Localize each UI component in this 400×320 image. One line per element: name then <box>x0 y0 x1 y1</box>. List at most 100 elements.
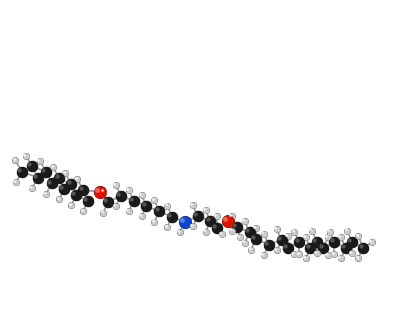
Point <box>53 174 60 179</box>
Point <box>342 245 349 251</box>
Point <box>253 237 259 242</box>
Point <box>201 206 207 212</box>
Point <box>37 158 43 163</box>
Point <box>118 193 124 198</box>
Point <box>12 158 18 163</box>
Point <box>49 181 55 186</box>
Point <box>331 240 338 245</box>
Point <box>73 193 79 198</box>
Point <box>128 196 134 202</box>
Text: alamy - FHYNAP: alamy - FHYNAP <box>155 300 245 311</box>
Point <box>349 239 355 244</box>
Point <box>302 256 309 261</box>
Point <box>336 255 342 260</box>
Point <box>29 164 35 169</box>
Point <box>253 225 259 230</box>
Point <box>274 248 280 253</box>
Point <box>325 252 331 257</box>
Point <box>237 235 243 240</box>
Point <box>162 202 169 207</box>
Point <box>294 250 301 255</box>
Point <box>80 187 86 192</box>
Point <box>12 158 18 163</box>
Point <box>367 239 374 244</box>
Point <box>202 229 209 234</box>
Point <box>156 209 162 214</box>
Point <box>138 193 145 198</box>
Point <box>336 234 342 239</box>
Point <box>242 219 248 224</box>
Point <box>301 255 307 260</box>
Point <box>278 238 285 243</box>
Point <box>27 184 34 189</box>
Point <box>72 175 79 180</box>
Point <box>61 187 67 192</box>
Point <box>126 187 132 192</box>
Point <box>202 208 209 213</box>
Point <box>85 198 91 204</box>
Point <box>274 227 280 232</box>
Point <box>82 196 88 202</box>
Point <box>234 225 240 230</box>
Point <box>138 214 145 219</box>
Point <box>166 212 172 217</box>
Point <box>349 251 355 256</box>
Point <box>151 219 158 224</box>
Point <box>227 212 234 218</box>
Point <box>338 235 344 240</box>
Point <box>40 167 46 172</box>
Point <box>369 240 375 245</box>
Point <box>77 185 84 190</box>
Point <box>23 153 29 158</box>
Point <box>309 228 315 233</box>
Point <box>98 209 105 214</box>
Point <box>94 188 100 193</box>
Point <box>113 182 119 188</box>
Point <box>29 185 35 190</box>
Point <box>201 228 207 233</box>
Point <box>235 234 242 239</box>
Point <box>338 256 344 261</box>
Point <box>259 251 266 256</box>
Point <box>274 227 280 232</box>
Point <box>177 229 183 235</box>
Point <box>126 209 132 214</box>
Point <box>207 219 214 224</box>
Point <box>29 164 35 169</box>
Point <box>266 242 272 247</box>
Point <box>62 171 68 176</box>
Point <box>253 237 259 242</box>
Point <box>111 181 118 186</box>
Point <box>113 182 119 188</box>
Point <box>314 239 320 244</box>
Point <box>285 234 291 239</box>
Point <box>325 252 331 257</box>
Point <box>354 254 360 259</box>
Point <box>360 245 366 250</box>
Point <box>357 243 364 248</box>
Point <box>143 204 150 209</box>
Point <box>56 197 62 202</box>
Point <box>342 245 349 251</box>
Point <box>126 209 132 214</box>
Point <box>49 181 55 186</box>
Point <box>311 237 317 242</box>
Point <box>190 203 196 208</box>
Point <box>102 198 108 203</box>
Point <box>137 213 143 218</box>
Point <box>118 193 124 198</box>
Point <box>74 177 80 182</box>
Point <box>10 156 17 162</box>
Point <box>225 218 231 223</box>
Point <box>234 225 240 230</box>
Point <box>188 201 194 206</box>
Point <box>328 238 335 243</box>
Point <box>369 240 375 245</box>
Point <box>325 235 331 240</box>
Point <box>124 207 130 212</box>
Point <box>35 175 41 180</box>
Point <box>182 219 188 224</box>
Point <box>346 237 352 242</box>
Point <box>56 197 62 202</box>
Point <box>32 173 38 178</box>
